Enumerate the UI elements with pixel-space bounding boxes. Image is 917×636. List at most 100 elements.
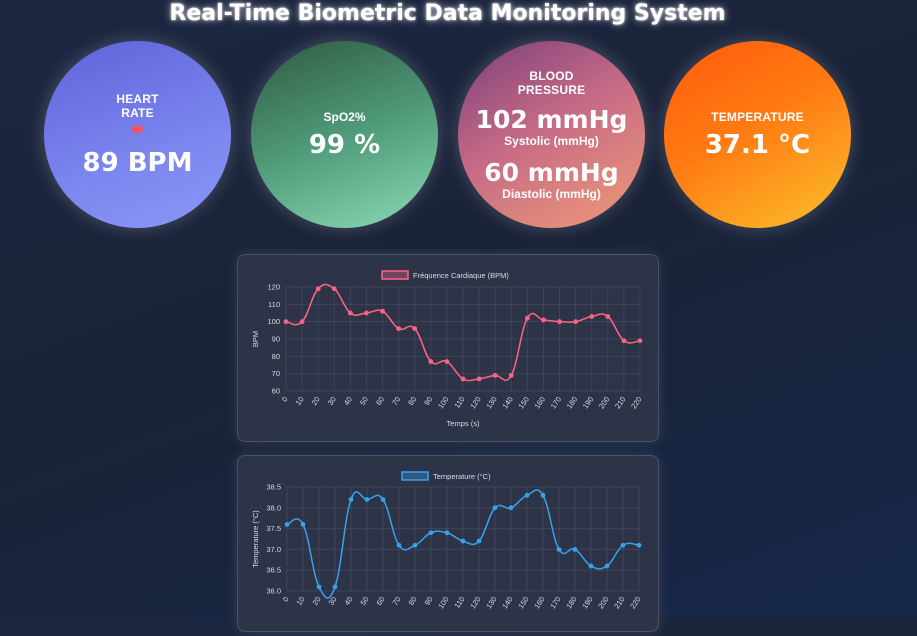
y-tick-label: 37.0 — [266, 545, 281, 554]
x-tick-label: 40 — [342, 595, 354, 607]
diastolic-value: 60 mmHg — [484, 157, 619, 187]
data-point — [412, 542, 418, 548]
data-point — [396, 326, 402, 331]
x-tick-label: 180 — [564, 595, 579, 610]
x-tick-label: 40 — [342, 395, 354, 407]
data-point — [524, 492, 530, 498]
systolic-label: Systolic (mmHg) — [504, 133, 599, 148]
x-tick-label: 80 — [406, 595, 418, 607]
systolic-value: 102 mmHg — [475, 104, 628, 134]
data-point — [348, 497, 354, 502]
spo2-value: 99 % — [308, 129, 381, 160]
blood-pressure-card: BLOOD PRESSURE 102 mmHg Systolic (mmHg) … — [458, 41, 645, 228]
legend-label: Temperature (°C) — [433, 472, 491, 481]
data-point — [557, 319, 562, 325]
x-tick-label: 220 — [629, 395, 644, 410]
spo2-card: SpO2% 99 % — [251, 41, 438, 228]
data-point — [428, 359, 434, 364]
y-tick-label: 110 — [268, 300, 280, 309]
y-tick-label: 37.5 — [266, 524, 281, 533]
y-tick-label: 38.0 — [266, 503, 281, 512]
y-tick-label: 38.5 — [266, 483, 281, 492]
temperature-chart-panel: Temperature (°C) 36.0 36.5 37.0 37.5 38.0 38.5… — [237, 455, 659, 632]
x-tick-label: 120 — [468, 395, 483, 410]
data-point — [524, 315, 530, 321]
x-tick-label: 70 — [390, 595, 402, 607]
data-point — [299, 319, 305, 325]
data-point — [364, 497, 370, 502]
x-tick-label: 150 — [516, 395, 531, 410]
data-point — [541, 317, 546, 323]
page-title: Real-Time Biometric Data Monitoring Syst… — [169, 1, 726, 26]
data-point — [588, 563, 594, 569]
y-axis-title: Temperature (°C) — [251, 510, 260, 568]
x-tick-label: 0 — [281, 595, 291, 604]
data-point — [364, 310, 369, 316]
y-axis-title: BPM — [251, 331, 260, 347]
x-tick-label: 90 — [422, 395, 434, 407]
x-tick-label: 110 — [452, 595, 466, 610]
data-point — [347, 310, 353, 316]
y-tick-label: 70 — [272, 369, 280, 378]
x-tick-label: 180 — [565, 395, 580, 410]
heart-rate-label-line1: HEART — [116, 91, 159, 106]
data-point — [637, 338, 643, 344]
data-point — [412, 326, 418, 331]
y-tick-label: 100 — [267, 317, 280, 326]
blood-pressure-label-line1: BLOOD — [529, 68, 574, 83]
spo2-label: SpO2% — [323, 109, 366, 124]
x-tick-label: 200 — [597, 395, 612, 410]
data-point — [284, 522, 290, 527]
x-tick-label: 130 — [484, 395, 499, 410]
data-point — [604, 563, 610, 569]
temperature-value: 37.1 °C — [704, 129, 811, 160]
x-tick-label: 30 — [326, 395, 338, 407]
x-tick-label: 30 — [326, 595, 338, 607]
x-tick-label: 150 — [516, 595, 531, 610]
data-point — [460, 538, 466, 544]
data-point — [476, 376, 482, 382]
heart-icon: ❤ — [130, 122, 145, 140]
data-point — [556, 547, 562, 552]
blood-pressure-label-line2: PRESSURE — [517, 82, 586, 97]
x-axis-title: Temps (s) — [447, 419, 480, 428]
x-tick-label: 160 — [533, 395, 548, 410]
x-tick-label: 0 — [280, 395, 290, 404]
data-point — [460, 376, 466, 382]
data-point — [492, 373, 498, 378]
data-point — [428, 530, 434, 536]
y-tick-label: 120 — [267, 283, 280, 292]
x-tick-label: 10 — [294, 395, 306, 407]
x-tick-label: 140 — [500, 595, 515, 610]
x-tick-label: 170 — [548, 595, 563, 610]
y-tick-label: 36.0 — [266, 587, 281, 596]
x-tick-label: 100 — [436, 395, 451, 410]
x-tick-label: 20 — [310, 395, 322, 407]
heart-rate-label-line2: RATE — [121, 105, 154, 120]
temperature-card: TEMPERATURE 37.1 °C — [664, 41, 851, 228]
x-tick-label: 50 — [358, 395, 370, 407]
x-tick-label: 60 — [374, 595, 386, 607]
data-point — [573, 319, 579, 325]
x-tick-label: 160 — [532, 595, 547, 610]
y-tick-label: 80 — [272, 352, 280, 361]
data-point — [589, 314, 595, 319]
x-tick-label: 60 — [374, 395, 386, 407]
data-point — [508, 505, 514, 511]
x-tick-label: 140 — [500, 395, 515, 410]
data-point — [300, 522, 306, 527]
data-point — [380, 497, 386, 502]
x-tick-label: 220 — [628, 595, 643, 610]
data-point — [621, 338, 627, 344]
x-tick-label: 50 — [358, 595, 370, 607]
x-tick-label: 170 — [549, 395, 564, 410]
y-tick-label: 90 — [272, 335, 280, 344]
x-tick-label: 90 — [422, 595, 434, 607]
data-point — [620, 542, 626, 548]
data-point — [492, 505, 498, 511]
data-point — [283, 319, 289, 325]
x-tick-label: 130 — [484, 595, 499, 610]
data-point — [540, 492, 546, 498]
data-point — [331, 286, 337, 292]
heart-rate-value: 89 BPM — [82, 147, 193, 178]
